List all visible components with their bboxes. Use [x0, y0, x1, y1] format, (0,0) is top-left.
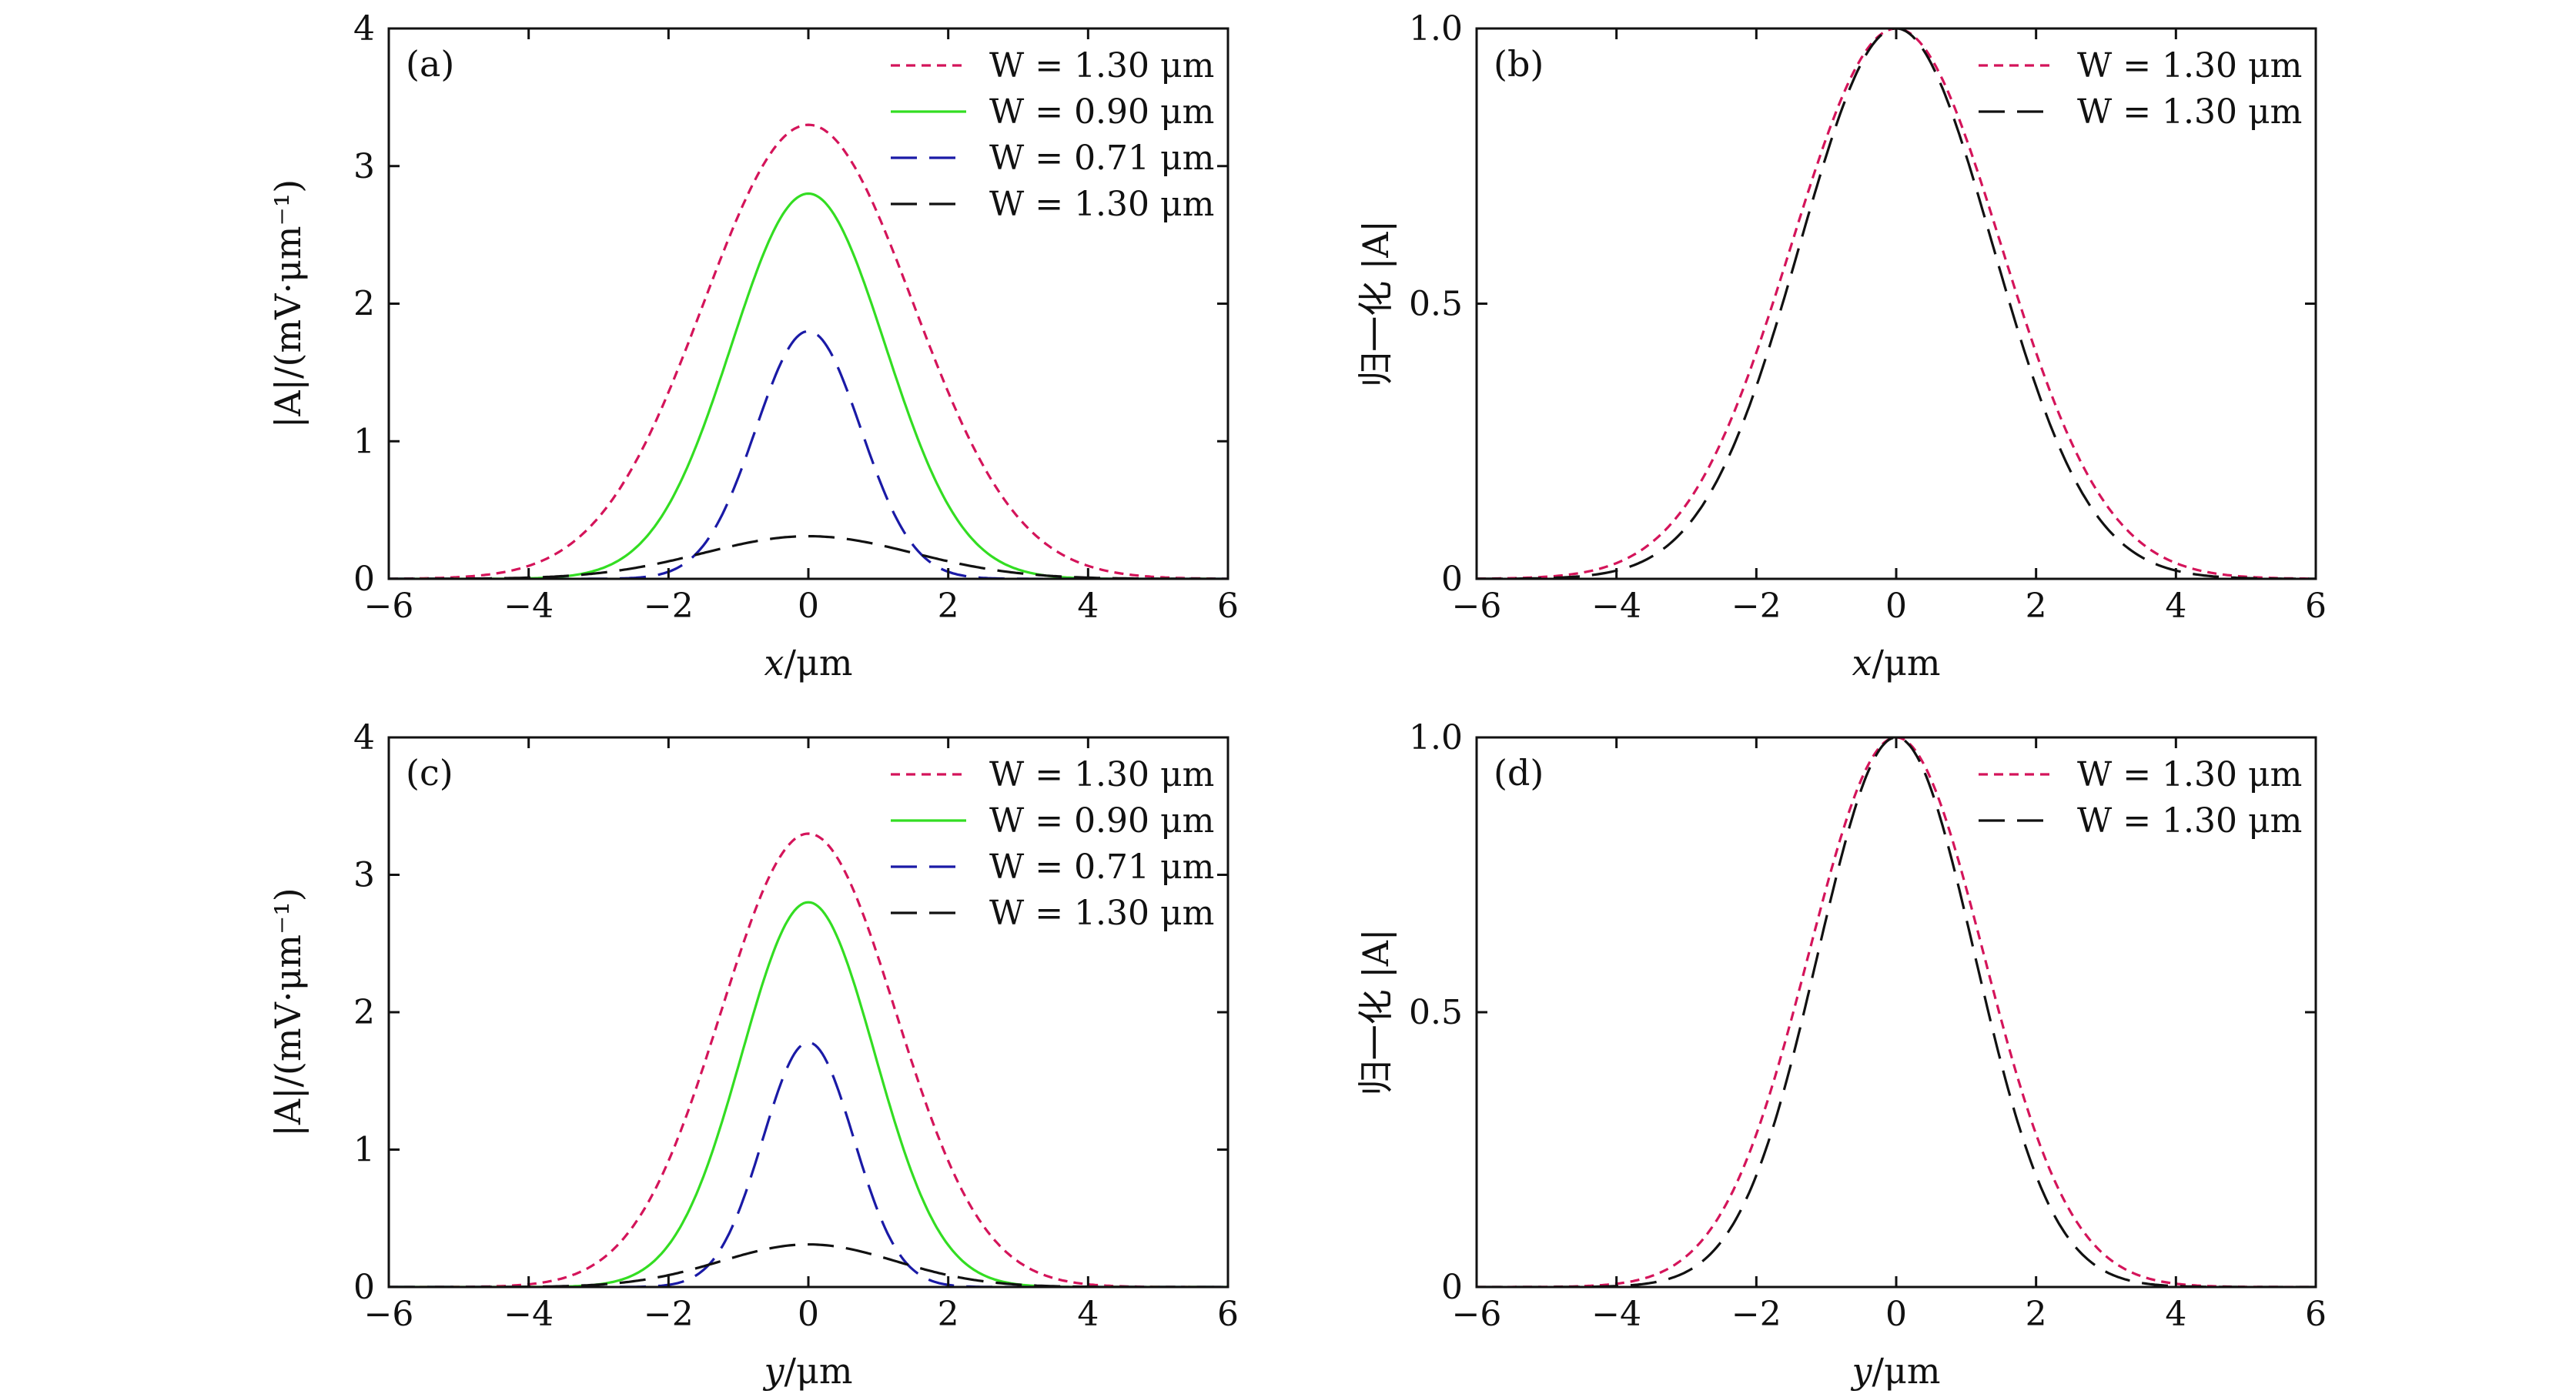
legend-label: W = 1.30 μm [2077, 801, 2302, 841]
x-tick-label: −2 [1731, 1295, 1781, 1334]
x-axis-unit: /μm [784, 642, 852, 684]
legend: W = 1.30 μm W = 0.90 μm W = 0.71 μm W = 1.3… [891, 755, 1214, 933]
x-axis-variable: x [764, 642, 785, 684]
legend-label: W = 1.30 μm [989, 755, 1214, 794]
y-tick-label: 0.5 [1409, 285, 1463, 324]
y-axis-title: 归一化 |A| [1355, 220, 1397, 387]
chart-panel: −6 −4 −2 0 2 4 6 0 0.5 1.0 y/μm 归一化 |A| (d) W = 1.30 … [1355, 718, 2327, 1392]
x-tick-label: 6 [1217, 587, 1239, 626]
legend-label: W = 0.71 μm [989, 847, 1214, 887]
x-axis-variable: y [1850, 1350, 1872, 1392]
x-tick-label: −2 [644, 587, 694, 626]
x-tick-label: 4 [1077, 1295, 1099, 1334]
legend-label: W = 0.90 μm [989, 92, 1214, 132]
y-tick-label: 2 [353, 285, 375, 324]
chart-panel: −6 −4 −2 0 2 4 6 0 1 2 3 4 x/μm |A|/(mV·μm⁻¹) (a) W = 1… [267, 9, 1239, 684]
y-tick-label: 3 [353, 147, 375, 186]
chart-panel: −6 −4 −2 0 2 4 6 0 1 2 3 4 y/μm |A|/(mV·μm⁻¹) (c) W = 1… [267, 718, 1239, 1392]
panel-label: (d) [1494, 752, 1544, 794]
legend: W = 1.30 μm W = 0.90 μm W = 0.71 μm W = 1.3… [891, 46, 1214, 224]
x-tick-label: −4 [503, 1295, 554, 1334]
y-tick-label: 0 [1441, 560, 1463, 599]
x-tick-label: 6 [2305, 587, 2327, 626]
x-tick-label: −6 [364, 1295, 414, 1334]
y-tick-label: 0 [353, 1268, 375, 1307]
legend-label: W = 0.71 μm [989, 139, 1214, 178]
x-axis-unit: /μm [1872, 1350, 1940, 1392]
series-line [389, 192, 1228, 579]
x-axis-unit: /μm [784, 1350, 852, 1392]
y-tick-label: 1.0 [1409, 718, 1463, 757]
x-tick-label: 4 [2165, 1295, 2186, 1334]
y-axis-title: |A|/(mV·μm⁻¹) [267, 179, 309, 428]
x-tick-label: 2 [938, 1295, 959, 1334]
legend: W = 1.30 μm W = 1.30 μm [1979, 46, 2302, 132]
x-tick-label: −2 [644, 1295, 694, 1334]
x-tick-label: 2 [938, 587, 959, 626]
x-tick-label: 0 [798, 1295, 819, 1334]
x-tick-label: 0 [798, 587, 819, 626]
y-tick-label: 0.5 [1409, 993, 1463, 1032]
x-tick-label: −4 [1591, 1295, 1641, 1334]
y-tick-label: 4 [353, 718, 375, 757]
y-tick-label: 1 [353, 1131, 375, 1170]
y-tick-label: 1.0 [1409, 9, 1463, 48]
x-tick-label: 4 [1077, 587, 1099, 626]
y-tick-label: 0 [353, 560, 375, 599]
x-axis-title: y/μm [762, 1350, 852, 1392]
panel-label: (b) [1494, 43, 1544, 85]
legend-label: W = 1.30 μm [2077, 46, 2302, 85]
series-line [389, 329, 1228, 579]
x-axis-variable: y [762, 1350, 785, 1392]
x-tick-label: 6 [1217, 1295, 1239, 1334]
x-tick-label: −4 [1591, 587, 1641, 626]
x-axis-unit: /μm [1872, 642, 1940, 684]
x-tick-label: −6 [364, 587, 414, 626]
x-tick-label: −2 [1731, 587, 1781, 626]
x-tick-label: 2 [2026, 587, 2047, 626]
x-tick-label: 0 [1885, 1295, 1907, 1334]
legend-label: W = 1.30 μm [989, 185, 1214, 224]
x-tick-label: −4 [503, 587, 554, 626]
y-tick-label: 1 [353, 422, 375, 461]
x-tick-label: −6 [1452, 1295, 1502, 1334]
x-tick-label: −6 [1452, 587, 1502, 626]
legend-label: W = 0.90 μm [989, 801, 1214, 841]
x-axis-variable: x [1852, 642, 1872, 684]
x-axis-title: y/μm [1850, 1350, 1940, 1392]
x-axis-title: x/μm [764, 642, 853, 684]
y-tick-label: 0 [1441, 1268, 1463, 1307]
y-tick-label: 2 [353, 993, 375, 1032]
chart-panel: −6 −4 −2 0 2 4 6 0 0.5 1.0 x/μm 归一化 |A| (b) W = 1.30 … [1355, 9, 2327, 684]
legend-label: W = 1.30 μm [989, 46, 1214, 85]
x-tick-label: 6 [2305, 1295, 2327, 1334]
x-tick-label: 0 [1885, 587, 1907, 626]
y-axis-title: 归一化 |A| [1355, 929, 1397, 1096]
legend-label: W = 1.30 μm [989, 894, 1214, 933]
y-tick-label: 3 [353, 856, 375, 895]
legend-label: W = 1.30 μm [2077, 92, 2302, 132]
y-tick-label: 4 [353, 9, 375, 48]
x-tick-label: 2 [2026, 1295, 2047, 1334]
series-line [389, 1041, 1228, 1287]
panel-label: (a) [406, 43, 454, 85]
x-axis-title: x/μm [1852, 642, 1941, 684]
legend-label: W = 1.30 μm [2077, 755, 2302, 794]
series-line [389, 901, 1228, 1287]
y-axis-title: |A|/(mV·μm⁻¹) [267, 888, 309, 1136]
series-line [389, 123, 1228, 579]
series-line [1477, 28, 2316, 579]
x-tick-label: 4 [2165, 587, 2186, 626]
legend: W = 1.30 μm W = 1.30 μm [1979, 755, 2302, 841]
panel-label: (c) [406, 752, 453, 794]
